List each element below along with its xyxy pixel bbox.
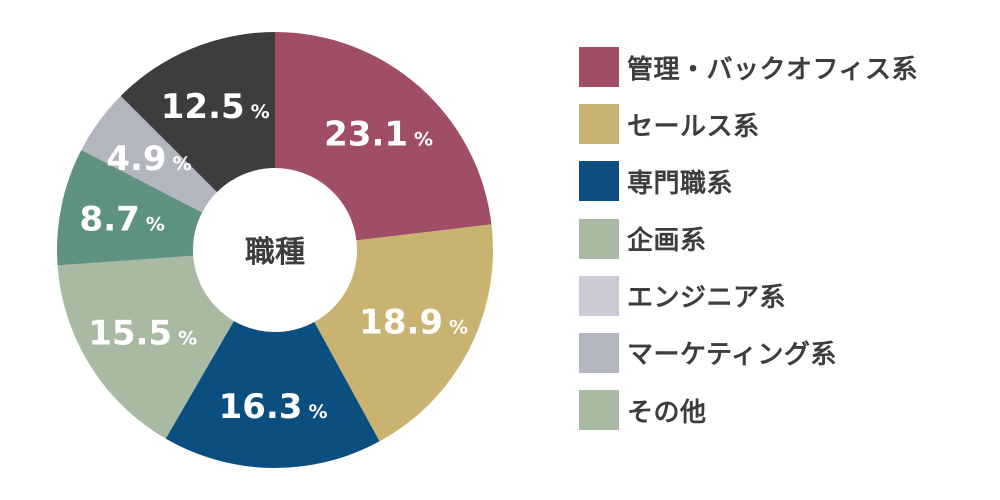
legend-label: 企画系 [627, 226, 707, 257]
legend-label: 管理・バックオフィス系 [627, 54, 918, 85]
donut-slice [120, 31, 275, 193]
legend-label: エンジニア系 [627, 283, 787, 314]
legend-item: 企画系 [579, 218, 918, 259]
slice-value-label: 23.1% [324, 114, 433, 154]
legend-label: マーケティング系 [627, 340, 837, 371]
legend-item: 専門職系 [579, 161, 918, 202]
legend-item: セールス系 [579, 104, 918, 145]
donut-slice [81, 95, 217, 213]
legend-swatch [579, 161, 619, 202]
legend-item: エンジニア系 [579, 275, 918, 316]
slice-value-label: 8.7% [80, 200, 165, 240]
center-label: 職種 [245, 235, 305, 270]
legend-label: 専門職系 [627, 168, 734, 199]
slice-labels: 23.1 % 18.9 % 16.3 % 15.5 % 8.7 % 4.9 % 12.5% [80, 87, 469, 427]
donut-slice [165, 320, 380, 469]
legend-label: その他 [627, 397, 707, 428]
legend-swatch [579, 390, 619, 431]
donut-slice [57, 150, 203, 266]
legend-swatch [579, 332, 619, 373]
donut-slice [275, 32, 492, 241]
donut-chart: 23.1 % 18.9 % 16.3 % 15.5 % 8.7 % 4.9 % 12.5% 職種 [57, 31, 493, 469]
legend-swatch [579, 104, 619, 145]
slice-value-label: 18.9% [359, 303, 468, 343]
legend-item: その他 [579, 390, 918, 431]
slice-value-label: 15.5% [88, 314, 197, 354]
legend-swatch [579, 47, 619, 87]
slice-value-label: 12.5% [161, 87, 270, 127]
legend-swatch [579, 218, 619, 259]
legend: 管理・バックオフィス系 セールス系専門職系企画系エンジニア系マーケティング系 その他 [579, 47, 918, 447]
legend-item: マーケティング系 [579, 332, 918, 373]
donut-slices [57, 31, 493, 469]
legend-label: セールス系 [627, 111, 760, 142]
donut-slice [57, 255, 234, 439]
legend-swatch [579, 275, 619, 316]
slice-value-label: 16.3% [219, 387, 328, 427]
legend-item: 管理・バックオフィス系 [579, 47, 918, 87]
slice-value-label: 4.9% [106, 139, 191, 179]
donut-slice [314, 224, 493, 442]
